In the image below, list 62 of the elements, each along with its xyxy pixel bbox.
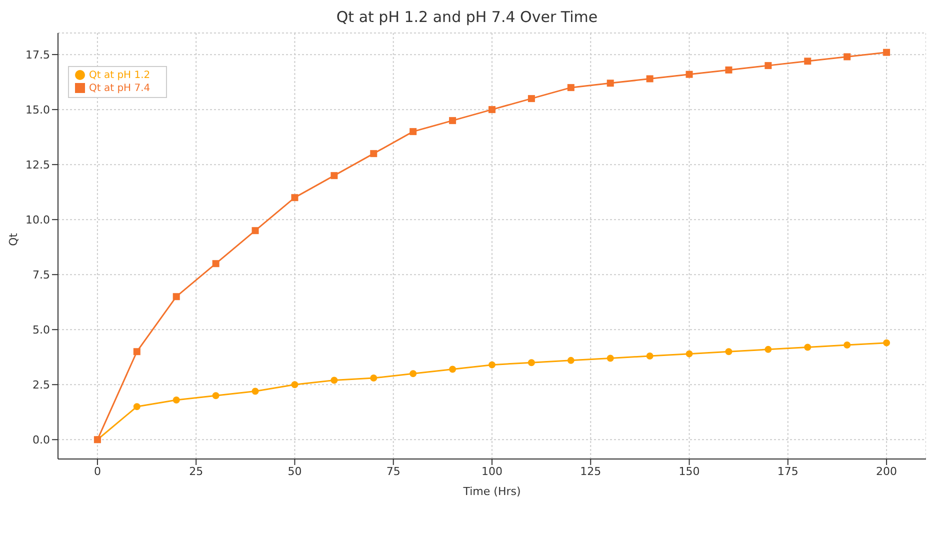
y-tick-label: 10.0 bbox=[26, 214, 50, 226]
x-tick-label: 125 bbox=[580, 464, 602, 478]
y-tick-label: 12.5 bbox=[26, 158, 50, 172]
point bbox=[252, 227, 259, 234]
point bbox=[567, 356, 574, 364]
point bbox=[488, 361, 496, 368]
point bbox=[172, 293, 180, 300]
y-tick-label: 7.5 bbox=[32, 268, 50, 282]
point bbox=[883, 339, 890, 346]
point bbox=[133, 348, 140, 356]
point bbox=[804, 344, 812, 351]
point bbox=[764, 62, 772, 70]
point bbox=[370, 150, 378, 158]
x-tick-label: 175 bbox=[777, 464, 798, 478]
point bbox=[844, 53, 851, 60]
point bbox=[449, 366, 456, 373]
point bbox=[567, 84, 574, 92]
point bbox=[212, 260, 220, 268]
point bbox=[488, 106, 496, 114]
chart-title: Qt at pH 1.2 and pH 7.4 Over Time bbox=[335, 8, 599, 28]
y-tick-label: 2.5 bbox=[32, 378, 50, 392]
point bbox=[330, 376, 338, 384]
point bbox=[330, 172, 338, 180]
point bbox=[212, 392, 220, 400]
x-tick-label: 200 bbox=[876, 464, 898, 478]
point bbox=[646, 352, 654, 360]
x-axis-title: Time (Hrs) bbox=[462, 485, 521, 498]
x-tick-label: 75 bbox=[386, 464, 400, 478]
y-tick-label: 5.0 bbox=[32, 324, 50, 337]
y-axis-title: Qt bbox=[6, 232, 20, 246]
point bbox=[370, 374, 378, 382]
x-tick-label: 0 bbox=[94, 464, 101, 478]
point bbox=[725, 66, 732, 74]
point bbox=[686, 350, 693, 358]
point bbox=[133, 403, 140, 410]
y-tick-label: 0.0 bbox=[32, 434, 50, 447]
point bbox=[883, 48, 890, 56]
point bbox=[449, 117, 456, 124]
point bbox=[686, 70, 693, 78]
x-tick-label: 50 bbox=[288, 464, 302, 478]
point bbox=[764, 346, 772, 353]
point bbox=[172, 396, 180, 404]
point bbox=[291, 381, 298, 388]
x-tick-label: 150 bbox=[678, 464, 700, 478]
point bbox=[252, 388, 259, 395]
point bbox=[804, 58, 812, 65]
x-tick-label: 25 bbox=[189, 464, 204, 478]
x-tick-label: 100 bbox=[482, 464, 502, 478]
legend-label: Qt at pH 7.4 bbox=[89, 83, 150, 94]
point bbox=[646, 75, 654, 82]
point bbox=[528, 359, 535, 366]
point bbox=[291, 194, 298, 202]
point bbox=[410, 128, 417, 136]
point bbox=[725, 348, 732, 356]
point bbox=[844, 342, 851, 349]
point bbox=[528, 95, 535, 102]
point bbox=[410, 370, 417, 378]
point bbox=[606, 80, 614, 87]
point bbox=[606, 354, 614, 362]
legend-label: Qt at pH 1.2 bbox=[89, 70, 150, 81]
y-tick-label: 17.5 bbox=[26, 48, 50, 62]
y-tick-label: 15.0 bbox=[26, 103, 50, 116]
